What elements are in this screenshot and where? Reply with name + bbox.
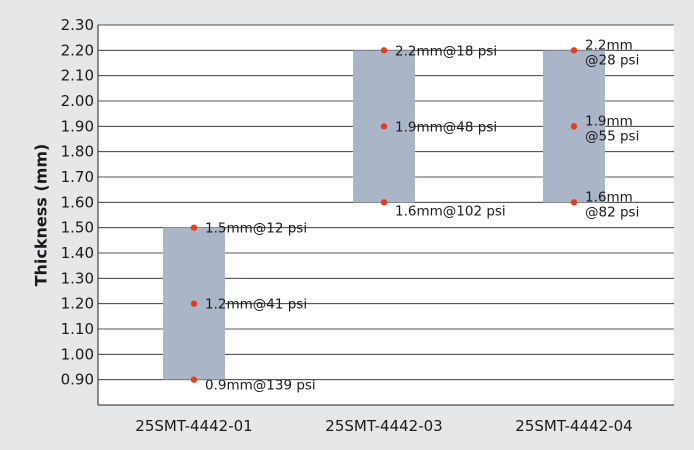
x-category-label: 25SMT-4442-01 xyxy=(135,417,252,435)
y-tick-label: 2.20 xyxy=(61,41,94,59)
data-label: 1.6mm xyxy=(585,189,633,205)
data-label: 1.6mm@102 psi xyxy=(395,203,506,219)
y-tick-label: 1.30 xyxy=(61,269,94,287)
data-label: 1.5mm@12 psi xyxy=(205,221,307,237)
data-point xyxy=(190,300,198,307)
y-tick-label: 1.90 xyxy=(61,117,94,135)
y-tick-label: 1.20 xyxy=(61,295,94,313)
x-category-label: 25SMT-4442-04 xyxy=(515,417,632,435)
y-tick-label: 1.40 xyxy=(61,244,94,262)
y-tick-label: 1.80 xyxy=(61,143,94,161)
data-point xyxy=(380,123,388,130)
data-point xyxy=(190,224,198,231)
y-tick-label: 2.10 xyxy=(61,67,94,85)
data-point xyxy=(570,47,578,54)
data-point xyxy=(190,376,198,383)
data-points xyxy=(190,47,578,383)
x-category-labels: 25SMT-4442-01 25SMT-4442-03 25SMT-4442-04 xyxy=(135,417,632,435)
data-label: 2.2mm@18 psi xyxy=(395,43,497,59)
data-label: 1.2mm@41 psi xyxy=(205,297,307,313)
y-tick-label: 1.60 xyxy=(61,193,94,211)
y-tick-label: 0.90 xyxy=(61,371,94,389)
y-tick-label: 1.70 xyxy=(61,168,94,186)
y-tick-label: 1.00 xyxy=(61,345,94,363)
y-tick-label: 2.00 xyxy=(61,92,94,110)
y-tick-labels: 0.90 1.00 1.10 1.20 1.30 1.40 1.50 1.60 1.70 1.80… xyxy=(61,16,94,389)
data-label: @28 psi xyxy=(585,52,639,68)
y-tick-label: 1.50 xyxy=(61,219,94,237)
data-labels: 1.5mm@12 psi 1.2mm@41 psi 0.9mm@139 psi 2.2… xyxy=(205,37,639,393)
y-axis-title: Thickness (mm) xyxy=(32,144,51,287)
data-point xyxy=(380,47,388,54)
data-label: 2.2mm xyxy=(585,37,633,53)
x-category-label: 25SMT-4442-03 xyxy=(325,417,442,435)
data-label: 1.9mm@48 psi xyxy=(395,119,497,135)
range-bars xyxy=(163,50,605,380)
data-label: @55 psi xyxy=(585,128,639,144)
y-tick-label: 2.30 xyxy=(61,16,94,34)
y-tick-label: 1.10 xyxy=(61,320,94,338)
data-point xyxy=(570,123,578,130)
data-point xyxy=(570,199,578,206)
data-label: 1.9mm xyxy=(585,113,633,129)
data-point xyxy=(380,199,388,206)
axes xyxy=(97,25,674,406)
data-label: 0.9mm@139 psi xyxy=(205,378,316,394)
data-label: @82 psi xyxy=(585,204,639,220)
